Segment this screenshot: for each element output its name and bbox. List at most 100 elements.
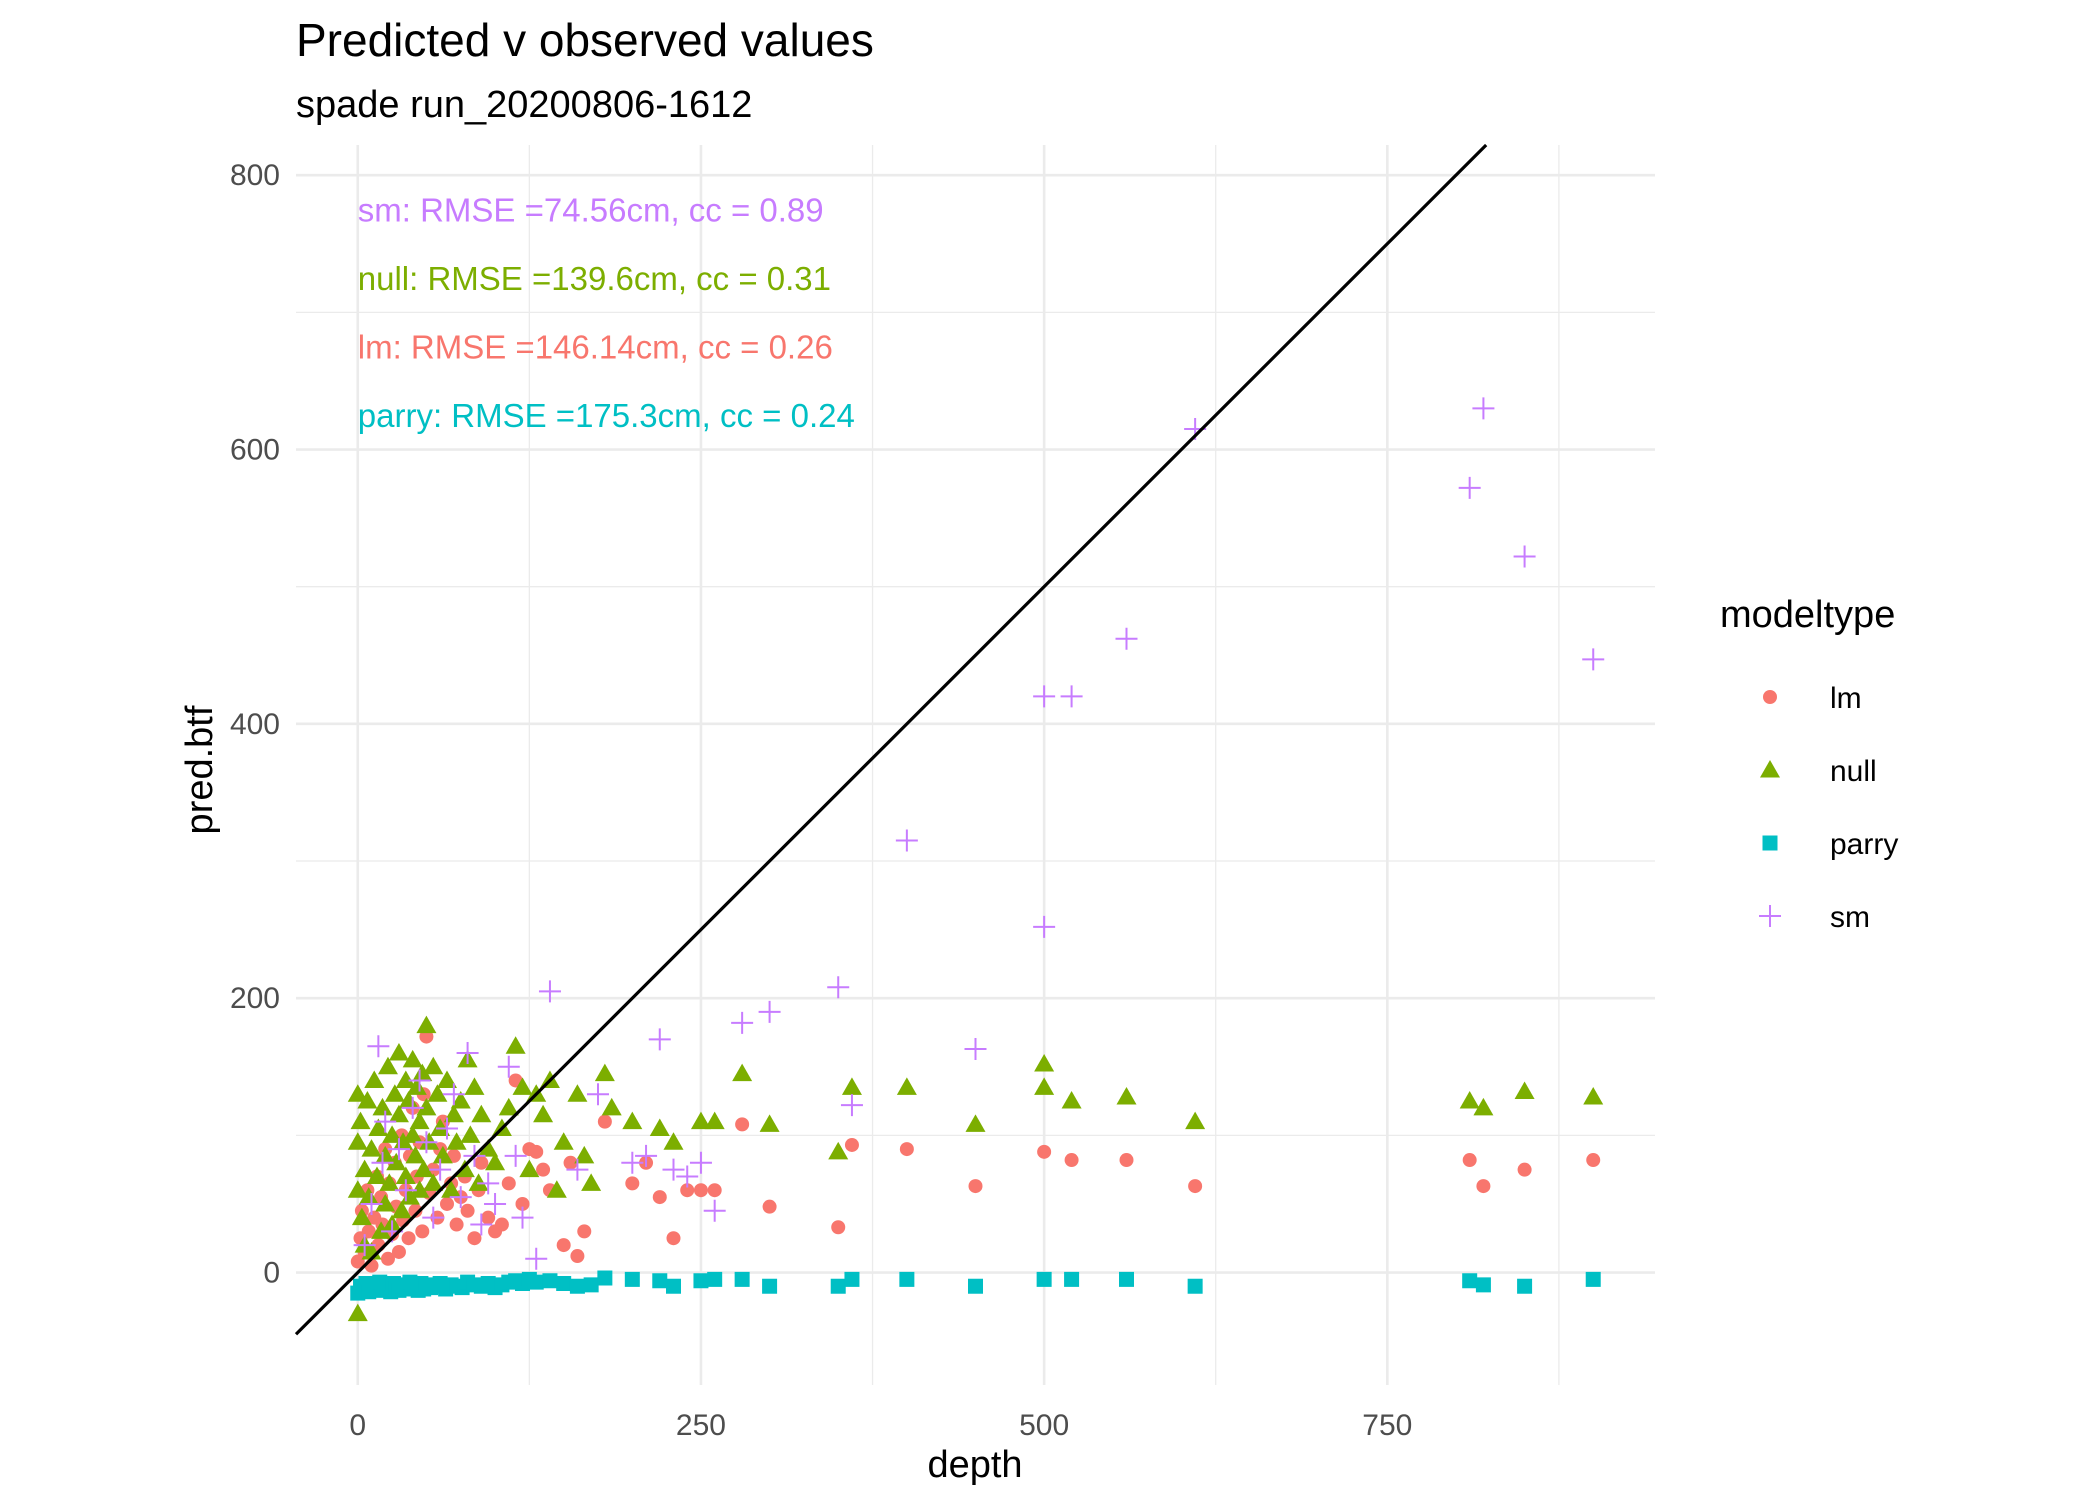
- null-point: [485, 1152, 506, 1171]
- null-point: [347, 1132, 368, 1150]
- lm-point: [570, 1249, 585, 1264]
- null-point: [427, 1084, 448, 1102]
- metric-annotation: sm: RMSE =74.56cm, cc = 0.89: [358, 191, 824, 228]
- series-lm: [350, 1029, 1601, 1273]
- null-point: [546, 1180, 567, 1198]
- null-point: [375, 1145, 396, 1164]
- null-point: [512, 1077, 533, 1095]
- null-point: [441, 1180, 462, 1198]
- lm-point: [401, 1231, 416, 1246]
- sm-point: [511, 1206, 534, 1229]
- sm-point: [1513, 545, 1536, 568]
- lm-point: [597, 1114, 612, 1129]
- lm-point: [380, 1251, 395, 1266]
- sm-point: [436, 1117, 458, 1140]
- lm-point: [481, 1210, 496, 1225]
- sm-point: [964, 1037, 987, 1060]
- y-tick-label: 600: [230, 434, 280, 467]
- parry-point: [693, 1273, 709, 1289]
- null-point: [498, 1097, 519, 1116]
- lm-point: [680, 1183, 695, 1198]
- parry-point: [597, 1270, 613, 1286]
- null-point: [357, 1091, 378, 1109]
- metric-annotation: parry: RMSE =175.3cm, cc = 0.24: [358, 397, 855, 434]
- null-point: [1514, 1081, 1535, 1099]
- null-point: [567, 1084, 588, 1102]
- null-point: [443, 1104, 464, 1123]
- sm-point: [648, 1028, 671, 1051]
- legend-key-lm: [1763, 690, 1777, 704]
- sm-point: [401, 1096, 424, 1119]
- sm-point: [1472, 397, 1495, 420]
- null-point: [505, 1036, 526, 1054]
- y-tick-label: 0: [263, 1257, 280, 1290]
- lm-point: [440, 1196, 454, 1211]
- null-point: [446, 1132, 467, 1150]
- lm-point: [625, 1176, 640, 1191]
- parry-point: [528, 1274, 544, 1290]
- sm-point: [429, 1158, 452, 1181]
- lm-point: [652, 1190, 667, 1205]
- null-point: [372, 1097, 393, 1116]
- reference-line: [294, 143, 1488, 1336]
- legend-key-sm: [1759, 905, 1781, 927]
- null-point: [395, 1166, 416, 1185]
- null-point: [368, 1118, 389, 1136]
- null-point: [423, 1173, 444, 1191]
- null-point: [354, 1159, 375, 1178]
- null-point: [347, 1084, 368, 1102]
- lm-point: [1037, 1144, 1052, 1159]
- null-point: [388, 1104, 409, 1123]
- metric-annotations: sm: RMSE =74.56cm, cc = 0.89 null: RMSE =…: [358, 191, 855, 434]
- sm-point: [353, 1234, 376, 1257]
- null-point: [391, 1200, 412, 1219]
- sm-point: [360, 1192, 383, 1215]
- sm-point: [827, 976, 850, 999]
- null-point: [382, 1125, 403, 1143]
- sm-point: [703, 1199, 726, 1222]
- null-point: [581, 1173, 602, 1191]
- legend-label-parry: parry: [1830, 828, 1898, 861]
- null-point: [432, 1145, 453, 1164]
- sm-point: [1033, 915, 1056, 938]
- parry-point: [652, 1273, 668, 1289]
- null-point: [1034, 1077, 1055, 1095]
- sm-point: [1060, 685, 1083, 708]
- null-point: [574, 1145, 595, 1164]
- null-point: [409, 1111, 430, 1130]
- null-point: [377, 1056, 398, 1075]
- sm-point: [895, 829, 918, 852]
- lm-point: [1476, 1179, 1491, 1194]
- null-point: [533, 1104, 554, 1123]
- lm-point: [494, 1217, 509, 1232]
- lm-point: [1517, 1162, 1532, 1177]
- sm-point: [477, 1172, 500, 1195]
- parry-point: [762, 1278, 778, 1294]
- null-point: [464, 1077, 485, 1095]
- lm-point: [762, 1199, 777, 1214]
- data-points: [347, 397, 1605, 1322]
- null-point: [649, 1118, 670, 1136]
- lm-point: [1462, 1153, 1477, 1168]
- null-point: [379, 1173, 400, 1191]
- sm-point: [374, 1110, 397, 1133]
- lm-point: [707, 1183, 722, 1198]
- parry-point: [569, 1278, 585, 1294]
- null-point: [1459, 1091, 1480, 1109]
- chart-title: Predicted v observed values: [296, 14, 874, 66]
- parry-point: [583, 1277, 599, 1293]
- lm-point: [408, 1203, 423, 1218]
- null-point: [468, 1173, 489, 1191]
- lm-point: [577, 1224, 592, 1239]
- null-point: [416, 1097, 437, 1116]
- null-point: [704, 1111, 725, 1130]
- sm-point: [449, 1186, 472, 1209]
- parry-point: [542, 1273, 558, 1289]
- null-point: [347, 1303, 368, 1322]
- null-point: [405, 1145, 426, 1164]
- null-point: [395, 1070, 416, 1088]
- legend-key-parry: [1762, 835, 1778, 851]
- lm-point: [501, 1176, 516, 1191]
- sm-point: [758, 1000, 781, 1023]
- parry-point: [734, 1271, 750, 1287]
